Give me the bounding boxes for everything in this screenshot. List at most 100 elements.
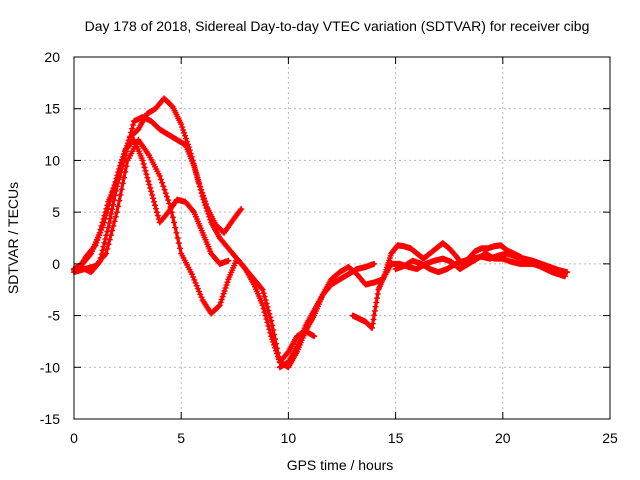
data-point <box>111 218 118 225</box>
data-point <box>115 171 122 178</box>
data-point <box>218 296 225 303</box>
data-point <box>146 181 153 188</box>
data-point <box>171 219 178 226</box>
data-point <box>153 209 160 216</box>
data-point <box>258 285 265 292</box>
data-point <box>101 239 108 246</box>
data-point <box>102 209 109 216</box>
data-point <box>122 168 129 175</box>
data-point <box>121 150 128 157</box>
x-tick-label: 5 <box>177 430 185 446</box>
data-point <box>264 303 271 310</box>
data-layer <box>71 95 571 371</box>
data-point <box>182 135 189 142</box>
data-point <box>162 190 169 197</box>
y-tick-label: 10 <box>44 152 60 168</box>
data-point <box>142 167 149 174</box>
data-point <box>215 303 222 310</box>
data-point <box>191 276 198 283</box>
y-tick-label: 15 <box>44 101 60 117</box>
x-tick-label: 10 <box>281 430 297 446</box>
data-point <box>96 229 103 236</box>
data-point <box>148 188 155 195</box>
data-point <box>373 299 380 306</box>
data-point <box>127 133 134 140</box>
data-point <box>273 340 280 347</box>
plot-frame <box>73 56 611 420</box>
data-point <box>369 320 376 327</box>
y-tick-label: 20 <box>44 49 60 65</box>
data-point <box>238 206 245 213</box>
data-point <box>275 354 282 361</box>
data-point <box>87 251 94 258</box>
data-point <box>101 212 108 219</box>
data-point <box>196 183 203 190</box>
data-point <box>190 274 197 281</box>
data-point <box>564 269 571 276</box>
data-point <box>130 121 137 128</box>
data-point <box>263 316 270 323</box>
data-point <box>371 307 378 314</box>
data-point <box>117 164 124 171</box>
data-point <box>118 160 125 167</box>
data-point <box>203 205 210 212</box>
data-point <box>197 186 204 193</box>
data-point <box>370 316 377 323</box>
data-point <box>119 180 126 187</box>
data-point <box>104 202 111 209</box>
data-point <box>175 240 182 247</box>
data-point <box>120 153 127 160</box>
data-point <box>199 193 206 200</box>
data-point <box>374 290 381 297</box>
x-tick-label: 20 <box>495 430 511 446</box>
data-point <box>129 125 136 132</box>
data-point <box>172 224 179 231</box>
data-point <box>112 213 119 220</box>
data-point <box>217 299 224 306</box>
data-point <box>205 210 212 217</box>
data-point <box>371 260 378 267</box>
data-point <box>165 197 172 204</box>
data-point <box>269 322 276 329</box>
data-point <box>263 300 270 307</box>
data-point <box>159 179 166 186</box>
data-point <box>261 293 268 300</box>
data-point <box>207 216 214 223</box>
series-trace-d <box>71 136 232 273</box>
data-point <box>224 279 231 286</box>
data-point <box>191 162 198 169</box>
data-point <box>264 319 271 326</box>
data-point <box>107 232 114 239</box>
data-point <box>160 183 167 190</box>
data-point <box>369 324 376 331</box>
data-point <box>371 312 378 319</box>
data-point <box>200 196 207 203</box>
y-tick-label: -15 <box>40 411 60 427</box>
data-point <box>177 245 184 252</box>
data-point <box>374 295 381 302</box>
data-point <box>104 228 111 235</box>
data-point <box>195 179 202 186</box>
data-point <box>268 317 275 324</box>
data-point <box>116 167 123 174</box>
data-point <box>106 236 113 243</box>
data-point <box>113 209 120 216</box>
data-point <box>103 250 110 257</box>
series-trace-g <box>392 250 571 276</box>
data-point <box>109 206 116 213</box>
data-point <box>267 314 274 321</box>
data-point <box>311 333 318 340</box>
data-point <box>174 235 181 241</box>
data-point <box>104 245 111 252</box>
data-point <box>259 286 266 293</box>
data-point <box>261 309 268 316</box>
data-point <box>113 178 120 185</box>
x-tick-label: 25 <box>602 430 618 446</box>
data-point <box>206 213 213 220</box>
data-point <box>147 185 154 192</box>
data-point <box>266 310 273 317</box>
data-point <box>372 303 379 310</box>
data-point <box>180 126 187 133</box>
